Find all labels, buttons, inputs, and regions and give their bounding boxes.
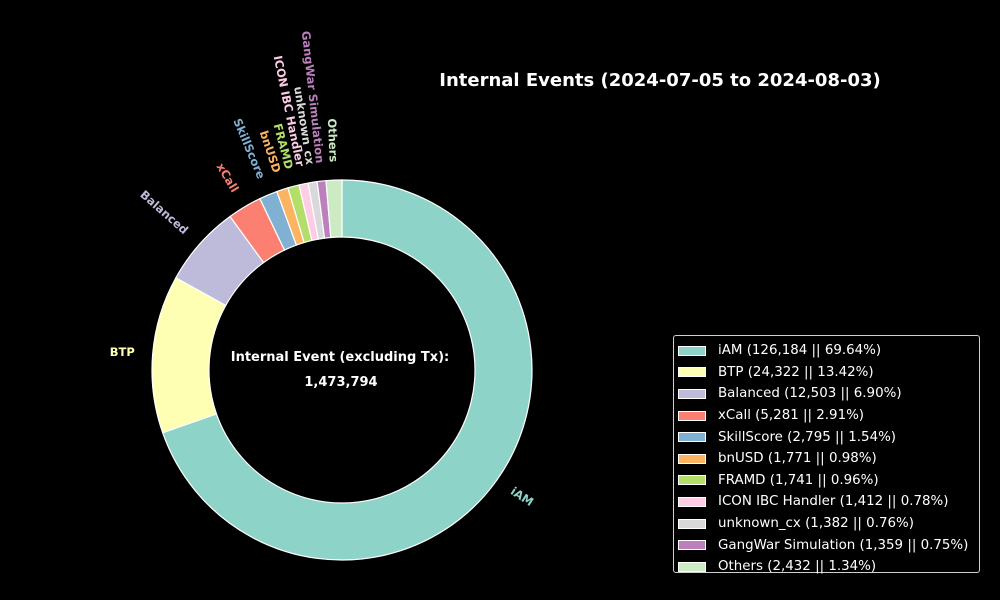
legend-item: ICON IBC Handler (1,412 || 0.78%)	[678, 491, 979, 513]
slice-label-iam: iAM	[508, 484, 536, 509]
legend-item: Others (2,432 || 1.34%)	[678, 556, 979, 578]
legend: iAM (126,184 || 69.64%) BTP (24,322 || 13…	[673, 335, 980, 574]
legend-item: iAM (126,184 || 69.64%)	[678, 340, 979, 362]
legend-label: Others (2,432 || 1.34%)	[718, 559, 877, 575]
legend-label: iAM (126,184 || 69.64%)	[718, 343, 882, 359]
center-text: Internal Event (excluding Tx):	[231, 350, 450, 365]
legend-swatch	[678, 496, 706, 507]
legend-label: BTP (24,322 || 13.42%)	[718, 364, 874, 380]
legend-label: ICON IBC Handler (1,412 || 0.78%)	[718, 494, 949, 510]
legend-swatch	[678, 561, 706, 572]
chart-title: Internal Events (2024-07-05 to 2024-08-0…	[439, 70, 881, 91]
legend-label: SkillScore (2,795 || 1.54%)	[718, 429, 897, 445]
slice-label-btp: BTP	[110, 345, 135, 359]
legend-label: Balanced (12,503 || 6.90%)	[718, 386, 902, 402]
legend-item: FRAMD (1,741 || 0.96%)	[678, 470, 979, 492]
legend-label: GangWar Simulation (1,359 || 0.75%)	[718, 537, 969, 553]
legend-item: SkillScore (2,795 || 1.54%)	[678, 426, 979, 448]
legend-label: xCall (5,281 || 2.91%)	[718, 408, 865, 424]
legend-swatch	[678, 518, 706, 529]
legend-swatch	[678, 475, 706, 486]
legend-label: bnUSD (1,771 || 0.98%)	[718, 451, 877, 467]
legend-item: bnUSD (1,771 || 0.98%)	[678, 448, 979, 470]
slice-iam	[161, 179, 533, 561]
legend-swatch	[678, 453, 706, 464]
legend-swatch	[678, 410, 706, 421]
legend-swatch	[678, 345, 706, 356]
legend-label: unknown_cx (1,382 || 0.76%)	[718, 516, 914, 532]
legend-label: FRAMD (1,741 || 0.96%)	[718, 472, 879, 488]
donut-slices	[151, 179, 533, 561]
slice-label-xcall: xCall	[214, 161, 242, 195]
legend-swatch	[678, 540, 706, 551]
legend-swatch	[678, 388, 706, 399]
legend-swatch	[678, 367, 706, 378]
slice-label-balanced: Balanced	[137, 187, 191, 237]
center-value: 1,473,794	[304, 375, 377, 390]
legend-swatch	[678, 432, 706, 443]
slice-label-others: Others	[325, 118, 341, 162]
legend-item: Balanced (12,503 || 6.90%)	[678, 383, 979, 405]
legend-item: GangWar Simulation (1,359 || 0.75%)	[678, 534, 979, 556]
legend-item: xCall (5,281 || 2.91%)	[678, 405, 979, 427]
slice-others	[325, 179, 343, 239]
legend-item: unknown_cx (1,382 || 0.76%)	[678, 513, 979, 535]
legend-item: BTP (24,322 || 13.42%)	[678, 362, 979, 384]
slice-btp	[151, 276, 227, 434]
